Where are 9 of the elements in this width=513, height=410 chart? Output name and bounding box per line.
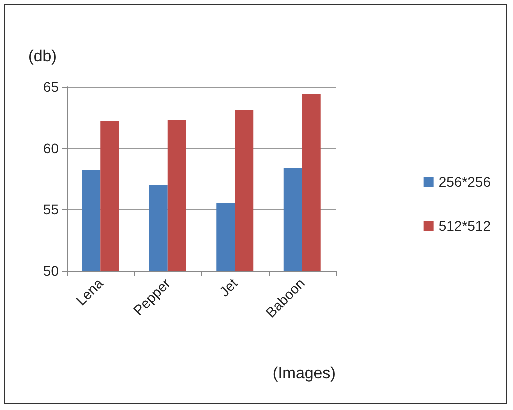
x-axis-title: (Images) [272,366,336,382]
legend-label: 256*256 [438,174,492,190]
y-tick-label: 50 [43,263,60,279]
y-tick-label: 55 [43,202,60,218]
y-tick-label: 65 [43,79,60,95]
y-tick-label: 60 [43,140,60,156]
legend-label: 512*512 [438,218,492,234]
y-axis-title: (db) [28,48,57,66]
x-tick-label: Jet [216,275,241,300]
